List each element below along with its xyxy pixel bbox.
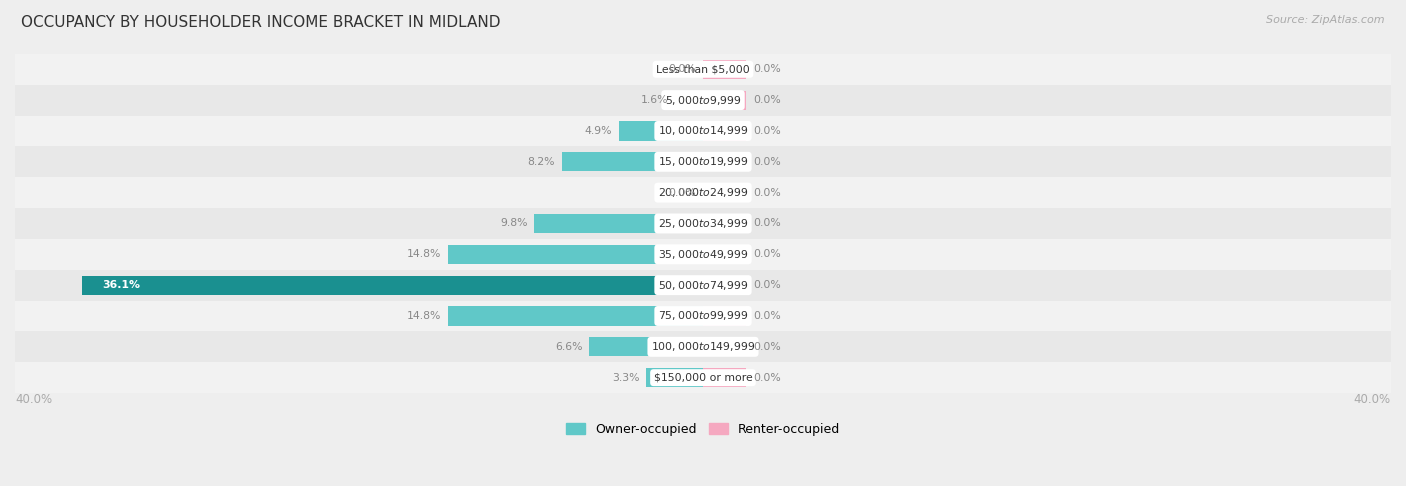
Text: 0.0%: 0.0% (668, 188, 696, 198)
Bar (703, 60, 747, 79)
Text: $100,000 to $149,999: $100,000 to $149,999 (651, 340, 755, 353)
Text: Less than $5,000: Less than $5,000 (657, 64, 749, 74)
Text: 0.0%: 0.0% (752, 342, 780, 352)
Text: 6.6%: 6.6% (555, 342, 582, 352)
Legend: Owner-occupied, Renter-occupied: Owner-occupied, Renter-occupied (561, 418, 845, 441)
Text: 40.0%: 40.0% (1354, 393, 1391, 406)
Bar (449, 245, 703, 264)
Text: 36.1%: 36.1% (103, 280, 141, 290)
Text: $150,000 or more: $150,000 or more (654, 373, 752, 382)
Bar (619, 122, 703, 140)
Bar (703, 245, 747, 264)
Bar (589, 337, 703, 356)
Text: $10,000 to $14,999: $10,000 to $14,999 (658, 124, 748, 138)
Bar (15, 362, 1391, 393)
Bar (703, 183, 747, 202)
Bar (703, 90, 747, 110)
Text: 14.8%: 14.8% (408, 311, 441, 321)
Bar (703, 214, 747, 233)
Bar (703, 276, 747, 295)
Bar (15, 116, 1391, 146)
Text: 4.9%: 4.9% (585, 126, 612, 136)
Bar (534, 214, 703, 233)
Bar (15, 331, 1391, 362)
Bar (675, 90, 703, 110)
Text: 14.8%: 14.8% (408, 249, 441, 260)
Text: 0.0%: 0.0% (668, 64, 696, 74)
Bar (703, 307, 747, 326)
Text: 0.0%: 0.0% (752, 280, 780, 290)
Text: 3.3%: 3.3% (612, 373, 640, 382)
Bar (703, 337, 747, 356)
Text: 0.0%: 0.0% (752, 157, 780, 167)
Bar (449, 307, 703, 326)
Bar (15, 177, 1391, 208)
Text: 0.0%: 0.0% (752, 95, 780, 105)
Bar (15, 239, 1391, 270)
Text: 8.2%: 8.2% (527, 157, 555, 167)
Text: $75,000 to $99,999: $75,000 to $99,999 (658, 310, 748, 323)
Bar (82, 276, 703, 295)
Bar (15, 208, 1391, 239)
Text: 0.0%: 0.0% (752, 311, 780, 321)
Text: 0.0%: 0.0% (752, 64, 780, 74)
Bar (703, 122, 747, 140)
Text: 9.8%: 9.8% (501, 219, 527, 228)
Text: $20,000 to $24,999: $20,000 to $24,999 (658, 186, 748, 199)
Bar (15, 300, 1391, 331)
Text: $15,000 to $19,999: $15,000 to $19,999 (658, 156, 748, 168)
Bar (703, 152, 747, 172)
Text: 0.0%: 0.0% (752, 249, 780, 260)
Text: 0.0%: 0.0% (752, 188, 780, 198)
Text: Source: ZipAtlas.com: Source: ZipAtlas.com (1267, 15, 1385, 25)
Text: 0.0%: 0.0% (752, 126, 780, 136)
Bar (15, 146, 1391, 177)
Text: $25,000 to $34,999: $25,000 to $34,999 (658, 217, 748, 230)
Text: $50,000 to $74,999: $50,000 to $74,999 (658, 278, 748, 292)
Text: 0.0%: 0.0% (752, 219, 780, 228)
Text: 40.0%: 40.0% (15, 393, 52, 406)
Bar (15, 85, 1391, 116)
Text: OCCUPANCY BY HOUSEHOLDER INCOME BRACKET IN MIDLAND: OCCUPANCY BY HOUSEHOLDER INCOME BRACKET … (21, 15, 501, 30)
Text: $5,000 to $9,999: $5,000 to $9,999 (665, 94, 741, 106)
Bar (15, 270, 1391, 300)
Text: 1.6%: 1.6% (641, 95, 669, 105)
Text: $35,000 to $49,999: $35,000 to $49,999 (658, 248, 748, 261)
Text: 0.0%: 0.0% (752, 373, 780, 382)
Bar (562, 152, 703, 172)
Bar (703, 368, 747, 387)
Bar (647, 368, 703, 387)
Bar (15, 54, 1391, 85)
